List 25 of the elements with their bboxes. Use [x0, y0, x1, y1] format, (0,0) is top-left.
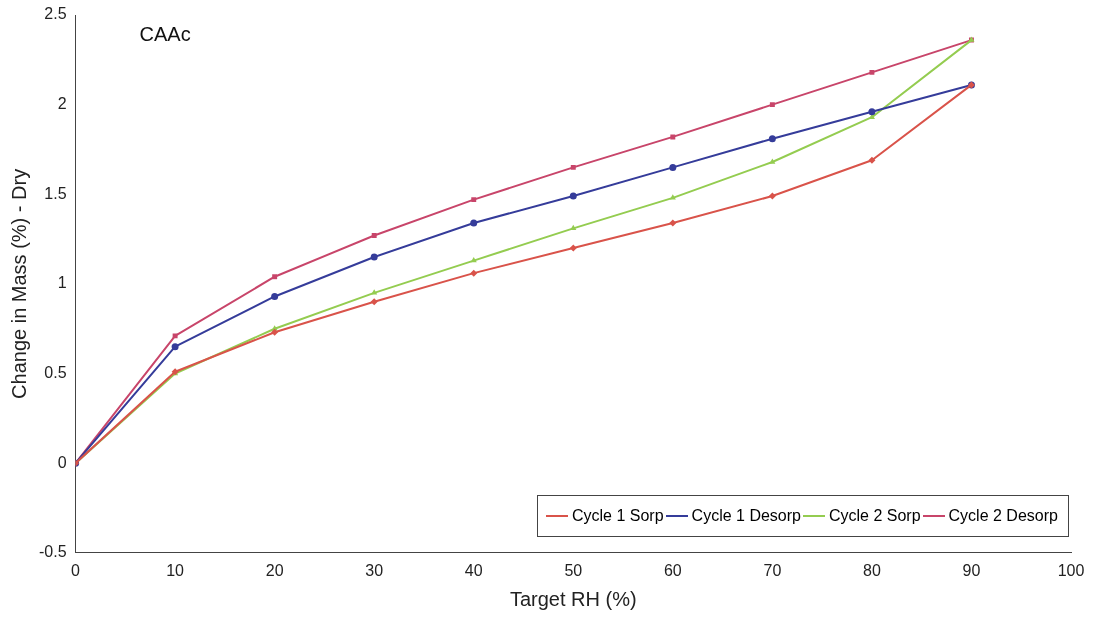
legend-label: Cycle 2 Desorp [948, 506, 1058, 525]
x-tick-label: 60 [663, 561, 682, 579]
x-axis-title: Target RH (%) [509, 587, 637, 610]
x-tick-label: 40 [464, 561, 483, 579]
y-tick-label: 2.5 [44, 5, 67, 23]
x-tick-label: 30 [365, 561, 384, 579]
x-tick-label: 10 [166, 561, 185, 579]
y-tick-label: 2 [57, 95, 67, 113]
legend-label: Cycle 1 Sorp [572, 506, 664, 525]
x-tick-label: 80 [863, 561, 881, 579]
y-tick-label: 0 [57, 453, 67, 471]
y-tick-label: -0.5 [38, 543, 67, 561]
x-tick-label: 90 [962, 561, 981, 579]
x-tick-label: 50 [564, 561, 583, 579]
legend-label: Cycle 2 Sorp [828, 506, 921, 525]
chart-title: CAAc [139, 22, 191, 45]
y-tick-label: 1.5 [44, 184, 67, 202]
x-tick-label: 0 [71, 561, 81, 579]
legend-label: Cycle 1 Desorp [691, 506, 801, 525]
x-tick-label: 100 [1057, 561, 1085, 579]
x-tick-label: 20 [265, 561, 284, 579]
y-axis-title: Change in Mass (%) - Dry [7, 168, 30, 399]
y-tick-label: 0.5 [44, 363, 67, 381]
x-tick-label: 70 [763, 561, 782, 579]
y-tick-label: 1 [57, 274, 67, 292]
